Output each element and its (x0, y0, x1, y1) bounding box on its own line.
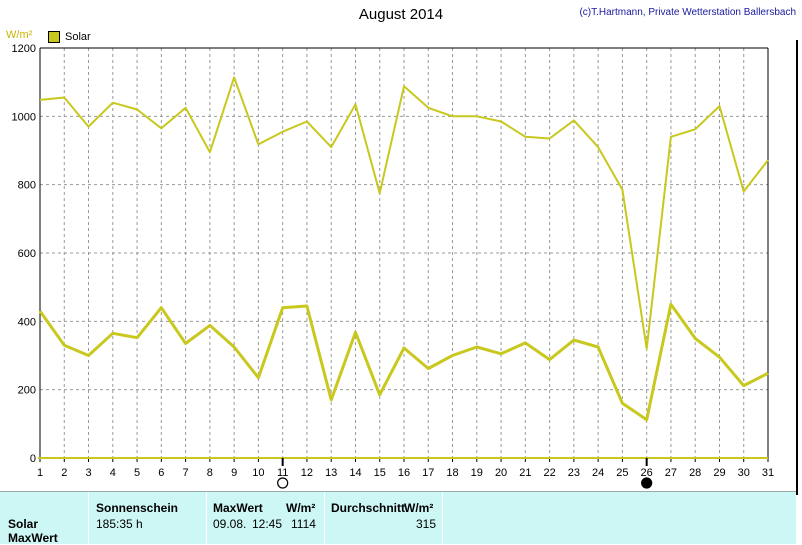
avg-header: Durchschnitt (331, 501, 405, 515)
avg-unit: W/m² (404, 501, 433, 515)
row-label-solar: Solar (8, 517, 38, 531)
sunshine-value: 185:35 h (96, 517, 143, 531)
y-tick-label: 1200 (12, 43, 36, 55)
max-value: 1114 (291, 517, 316, 531)
x-tick-label: 9 (231, 467, 237, 479)
x-tick-label: 29 (713, 467, 725, 479)
x-tick-label: 22 (543, 467, 555, 479)
x-tick-label: 14 (349, 467, 361, 479)
y-tick-label: 600 (18, 248, 36, 260)
full-moon-icon (278, 478, 288, 488)
x-tick-label: 16 (398, 467, 410, 479)
max-header: MaxWert (213, 501, 263, 515)
x-tick-label: 11 (277, 467, 288, 479)
table-separator (206, 492, 207, 544)
x-tick-label: 21 (519, 467, 531, 479)
x-tick-label: 28 (689, 467, 701, 479)
x-tick-label: 18 (446, 467, 458, 479)
x-tick-label: 26 (641, 467, 653, 479)
x-tick-label: 17 (422, 467, 434, 479)
x-tick-label: 3 (85, 467, 91, 479)
sunshine-header: Sonnenschein (96, 501, 178, 515)
x-tick-label: 8 (207, 467, 213, 479)
x-tick-label: 10 (252, 467, 264, 479)
x-tick-label: 30 (738, 467, 750, 479)
x-tick-label: 13 (325, 467, 337, 479)
x-tick-label: 5 (134, 467, 140, 479)
x-tick-label: 6 (158, 467, 164, 479)
x-tick-label: 2 (61, 467, 67, 479)
max-date: 09.08. (213, 517, 246, 531)
table-separator (88, 492, 89, 544)
x-tick-label: 27 (665, 467, 677, 479)
y-tick-label: 1000 (12, 111, 36, 123)
x-tick-label: 23 (568, 467, 580, 479)
y-tick-label: 400 (18, 316, 36, 328)
max-time: 12:45 (252, 517, 282, 531)
max-unit: W/m² (286, 501, 315, 515)
x-tick-label: 31 (762, 467, 774, 479)
x-tick-label: 25 (616, 467, 628, 479)
y-tick-label: 0 (30, 453, 36, 465)
y-unit-label: W/m² (6, 29, 33, 41)
x-tick-label: 4 (110, 467, 116, 479)
x-tick-label: 15 (374, 467, 386, 479)
y-tick-label: 800 (18, 180, 36, 192)
x-tick-label: 24 (592, 467, 604, 479)
x-tick-label: 20 (495, 467, 507, 479)
new-moon-icon (642, 478, 652, 488)
avg-value: 315 (416, 517, 436, 531)
x-tick-label: 19 (471, 467, 483, 479)
y-tick-label: 200 (18, 385, 36, 397)
x-tick-label: 12 (301, 467, 313, 479)
x-tick-label: 7 (183, 467, 189, 479)
x-tick-label: 1 (37, 467, 43, 479)
table-separator (442, 492, 443, 544)
summary-table: Solar MaxWert Sonnenschein 185:35 h MaxW… (0, 491, 796, 544)
table-separator (324, 492, 325, 544)
